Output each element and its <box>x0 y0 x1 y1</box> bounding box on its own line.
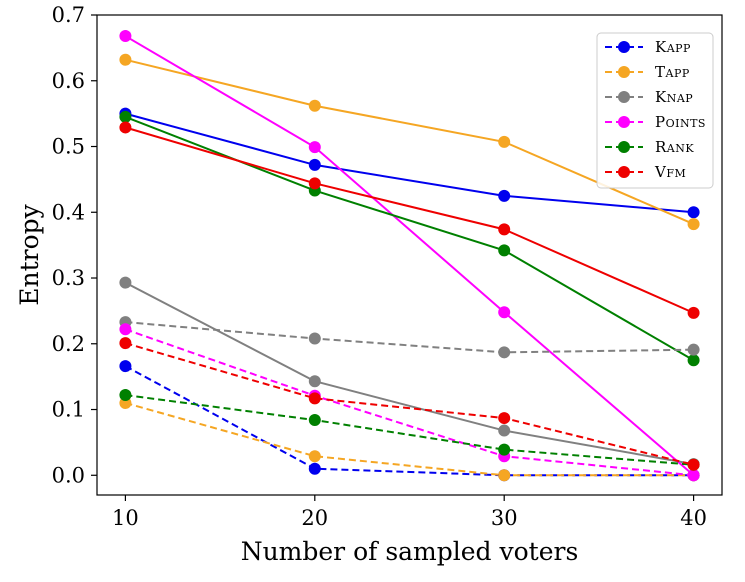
plot-area <box>119 30 700 482</box>
series-line <box>125 328 694 477</box>
series-knap-solid <box>119 276 700 471</box>
data-point <box>119 389 132 402</box>
series-line <box>125 321 694 354</box>
series-line <box>125 115 695 362</box>
data-point <box>119 110 132 123</box>
data-point <box>498 443 511 456</box>
legend-label: Kapp <box>655 38 691 56</box>
data-point <box>308 332 321 345</box>
y-tick-label: 0.3 <box>52 266 85 290</box>
series-points-dashed <box>119 323 700 482</box>
legend-label: Knap <box>655 88 693 106</box>
data-point <box>308 141 321 154</box>
y-tick-label: 0.0 <box>52 463 85 487</box>
series-line <box>125 112 694 214</box>
series-line <box>125 401 694 477</box>
x-tick-label: 20 <box>301 506 328 530</box>
x-tick-label: 40 <box>680 506 707 530</box>
legend-marker <box>618 166 630 178</box>
legend-label: Tapp <box>655 63 690 81</box>
data-point <box>687 354 700 367</box>
data-point <box>119 337 132 350</box>
x-tick-label: 30 <box>491 506 518 530</box>
data-point <box>119 276 132 289</box>
series-line <box>125 394 694 466</box>
data-point <box>119 121 132 134</box>
series-line <box>125 126 694 314</box>
data-point <box>308 450 321 463</box>
data-point <box>119 30 132 43</box>
data-point <box>308 462 321 475</box>
y-axis-label: Entropy <box>15 203 44 305</box>
data-point <box>498 135 511 148</box>
data-point <box>119 323 132 336</box>
data-point <box>119 360 132 373</box>
legend-marker <box>618 66 630 78</box>
data-point <box>498 244 511 257</box>
series-line <box>124 365 694 477</box>
data-point <box>498 424 511 437</box>
data-point <box>308 414 321 427</box>
y-tick-label: 0.1 <box>52 398 85 422</box>
series-line <box>124 35 695 477</box>
data-point <box>687 206 700 219</box>
legend-marker <box>618 91 630 103</box>
axis-ticks: 10 20 30 40 0.0 0.1 0.2 0.3 0.4 0.5 0.6 0.7 <box>52 3 707 530</box>
data-point <box>308 99 321 112</box>
legend-marker <box>618 116 630 128</box>
series-kapp-dashed <box>119 360 700 482</box>
data-point <box>498 412 511 425</box>
data-point <box>308 158 321 171</box>
y-tick-label: 0.6 <box>52 69 85 93</box>
legend-marker <box>618 41 630 53</box>
data-point <box>687 306 700 319</box>
x-axis-label: Number of sampled voters <box>241 537 579 566</box>
y-tick-label: 0.5 <box>52 135 85 159</box>
series-vfm-solid <box>119 121 700 319</box>
data-point <box>498 223 511 236</box>
series-vfm-dashed <box>119 337 700 471</box>
data-point <box>498 346 511 359</box>
data-point <box>687 218 700 231</box>
data-point <box>308 392 321 405</box>
legend-marker <box>618 141 630 153</box>
series-line <box>125 342 694 466</box>
data-point <box>498 189 511 202</box>
legend: Kapp Tapp Knap Points Rank Vfm <box>596 32 714 189</box>
data-point <box>308 177 321 190</box>
y-tick-label: 0.7 <box>52 3 85 27</box>
data-point <box>498 306 511 319</box>
x-tick-label: 10 <box>112 506 139 530</box>
y-tick-label: 0.2 <box>52 332 85 356</box>
series-line <box>124 281 694 466</box>
legend-label: Vfm <box>654 163 686 181</box>
data-point <box>308 375 321 388</box>
series-knap-dashed <box>119 316 700 359</box>
data-point <box>119 53 132 66</box>
legend-label: Rank <box>655 138 694 156</box>
y-tick-label: 0.4 <box>52 200 85 224</box>
legend-label: Points <box>655 113 706 131</box>
series-rank-dashed <box>119 389 700 471</box>
plot-frame <box>96 14 723 496</box>
series-rank-solid <box>119 110 700 367</box>
data-point <box>687 343 700 356</box>
data-point <box>498 469 511 482</box>
data-point <box>687 458 700 471</box>
data-point <box>687 469 700 482</box>
